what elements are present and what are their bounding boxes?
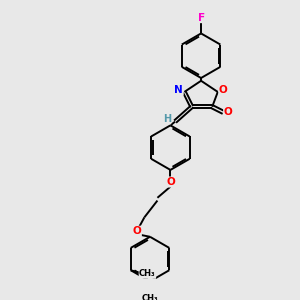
Text: H: H bbox=[163, 114, 171, 124]
Text: O: O bbox=[133, 226, 141, 236]
Text: F: F bbox=[197, 13, 205, 22]
Text: N: N bbox=[174, 85, 183, 95]
Text: O: O bbox=[224, 107, 232, 117]
Text: CH₃: CH₃ bbox=[142, 295, 158, 300]
Text: CH₃: CH₃ bbox=[139, 269, 156, 278]
Text: O: O bbox=[166, 177, 175, 187]
Text: O: O bbox=[219, 85, 228, 95]
